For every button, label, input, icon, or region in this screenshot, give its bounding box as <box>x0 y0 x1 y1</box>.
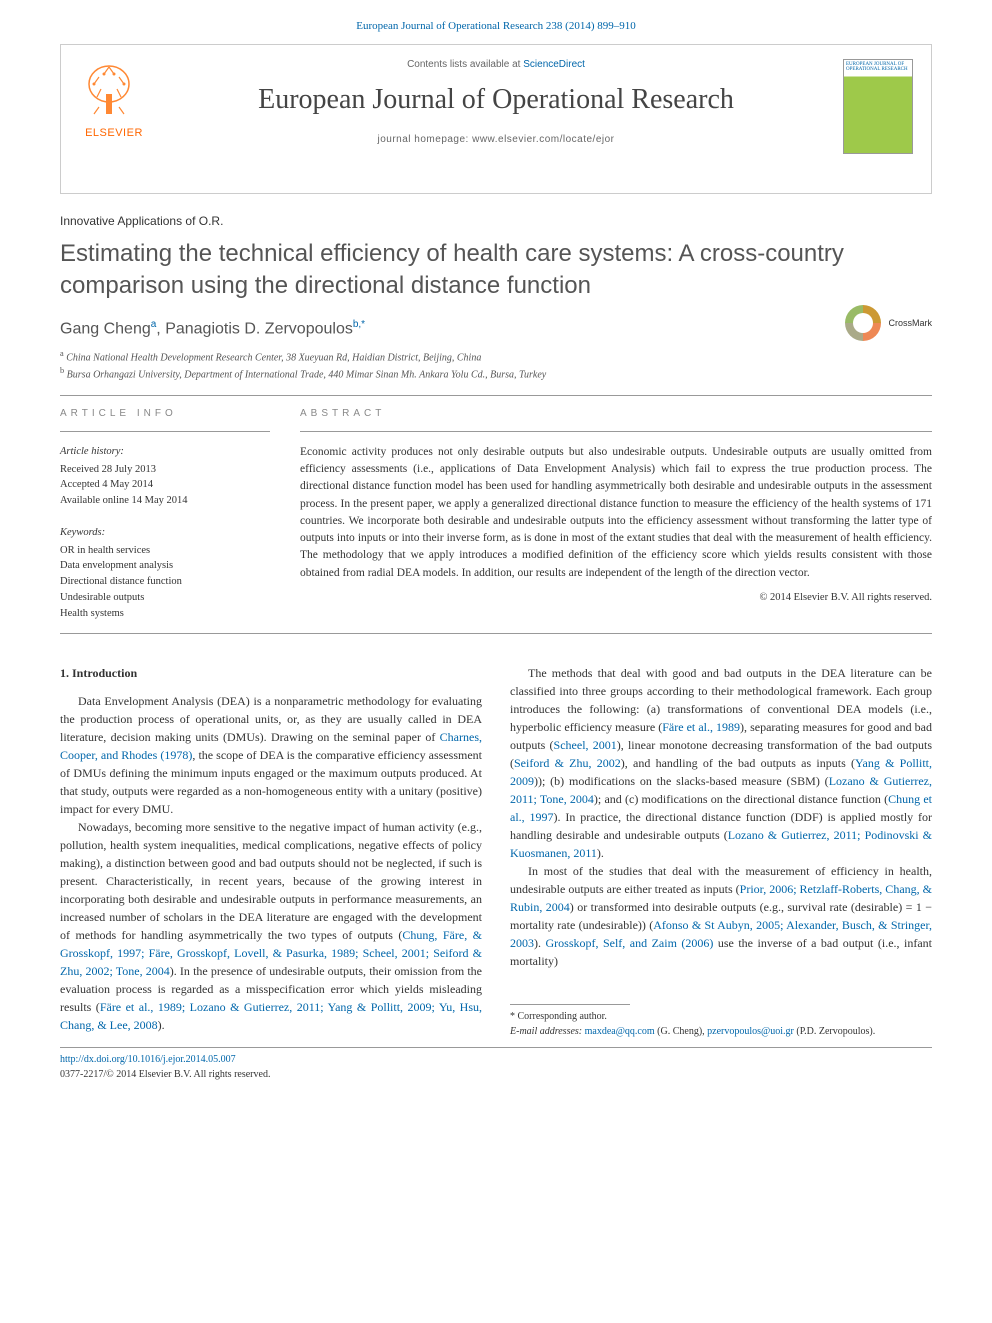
affiliation-a: a China National Health Development Rese… <box>60 348 932 365</box>
corresponding-author-footnote: * Corresponding author. E-mail addresses… <box>510 998 932 1039</box>
history-accepted: Accepted 4 May 2014 <box>60 477 270 493</box>
keyword: OR in health services <box>60 543 270 559</box>
elsevier-tree-icon <box>79 59 139 119</box>
abstract-text: Economic activity produces not only desi… <box>300 444 932 582</box>
intro-para-4: In most of the studies that deal with th… <box>510 862 932 970</box>
keywords-block: Keywords: OR in health services Data env… <box>60 525 270 622</box>
journal-title: European Journal of Operational Research <box>169 84 823 116</box>
intro-para-3: The methods that deal with good and bad … <box>510 664 932 862</box>
divider <box>60 633 932 634</box>
article-title: Estimating the technical efficiency of h… <box>60 238 932 303</box>
journal-homepage-label: journal homepage: www.elsevier.com/locat… <box>169 134 823 145</box>
doi-link[interactable]: http://dx.doi.org/10.1016/j.ejor.2014.05… <box>60 1054 236 1065</box>
history-label: Article history: <box>60 444 270 460</box>
article-section-label: Innovative Applications of O.R. <box>60 214 932 228</box>
article-body-columns: 1. Introduction Data Envelopment Analysi… <box>60 664 932 1039</box>
article-info-column: ARTICLE INFO Article history: Received 2… <box>60 408 270 622</box>
contents-lists-label: Contents lists available at ScienceDirec… <box>169 59 823 70</box>
author-email-link[interactable]: maxdea@qq.com <box>585 1026 655 1037</box>
citation[interactable]: Scheel, 2001 <box>554 738 617 752</box>
citation[interactable]: Färe et al., 1989; Lozano & Gutierrez, 2… <box>60 1000 482 1032</box>
history-online: Available online 14 May 2014 <box>60 493 270 509</box>
abstract-copyright: © 2014 Elsevier B.V. All rights reserved… <box>300 592 932 603</box>
footnote-divider <box>510 1004 630 1005</box>
keyword: Undesirable outputs <box>60 590 270 606</box>
article-info-heading: ARTICLE INFO <box>60 408 270 419</box>
divider <box>60 431 270 432</box>
intro-para-1: Data Envelopment Analysis (DEA) is a non… <box>60 692 482 818</box>
publisher-name: ELSEVIER <box>79 127 149 139</box>
sciencedirect-link[interactable]: ScienceDirect <box>523 59 585 70</box>
article-meta-row: ARTICLE INFO Article history: Received 2… <box>60 408 932 622</box>
citation[interactable]: Seiford & Zhu, 2002 <box>514 756 621 770</box>
citation[interactable]: Färe et al., 1989 <box>662 720 740 734</box>
keyword: Health systems <box>60 606 270 622</box>
journal-masthead: ELSEVIER Contents lists available at Sci… <box>60 44 932 194</box>
page-footer: http://dx.doi.org/10.1016/j.ejor.2014.05… <box>60 1047 932 1082</box>
author-list: Gang Chenga, Panagiotis D. Zervopoulosb,… <box>60 319 932 338</box>
crossmark-badge[interactable]: CrossMark <box>845 305 932 341</box>
issn-copyright: 0377-2217/© 2014 Elsevier B.V. All right… <box>60 1069 270 1080</box>
affiliations: a China National Health Development Rese… <box>60 348 932 383</box>
masthead-center: Contents lists available at ScienceDirec… <box>169 59 823 145</box>
divider <box>60 395 932 396</box>
abstract-heading: ABSTRACT <box>300 408 932 419</box>
email-addresses: E-mail addresses: maxdea@qq.com (G. Chen… <box>510 1024 932 1039</box>
keyword: Directional distance function <box>60 574 270 590</box>
citation-text: European Journal of Operational Research… <box>356 20 636 32</box>
cover-title: EUROPEAN JOURNAL OF OPERATIONAL RESEARCH <box>844 60 912 74</box>
crossmark-icon <box>845 305 881 341</box>
corresponding-marker: * Corresponding author. <box>510 1009 932 1024</box>
affiliation-b: b Bursa Orhangazi University, Department… <box>60 365 932 382</box>
intro-para-2: Nowadays, becoming more sensitive to the… <box>60 818 482 1034</box>
crossmark-label: CrossMark <box>888 318 932 328</box>
author-email-link[interactable]: pzervopoulos@uoi.gr <box>707 1026 794 1037</box>
keyword: Data envelopment analysis <box>60 558 270 574</box>
keywords-label: Keywords: <box>60 525 270 541</box>
abstract-column: ABSTRACT Economic activity produces not … <box>300 408 932 622</box>
journal-cover-thumbnail: EUROPEAN JOURNAL OF OPERATIONAL RESEARCH <box>843 59 913 154</box>
article-history: Article history: Received 28 July 2013 A… <box>60 444 270 509</box>
publisher-logo: ELSEVIER <box>79 59 149 139</box>
history-received: Received 28 July 2013 <box>60 462 270 478</box>
divider <box>300 431 932 432</box>
page-citation-header: European Journal of Operational Research… <box>0 0 992 44</box>
citation[interactable]: Grosskopf, Self, and Zaim (2006) <box>545 936 713 950</box>
intro-heading: 1. Introduction <box>60 664 482 682</box>
